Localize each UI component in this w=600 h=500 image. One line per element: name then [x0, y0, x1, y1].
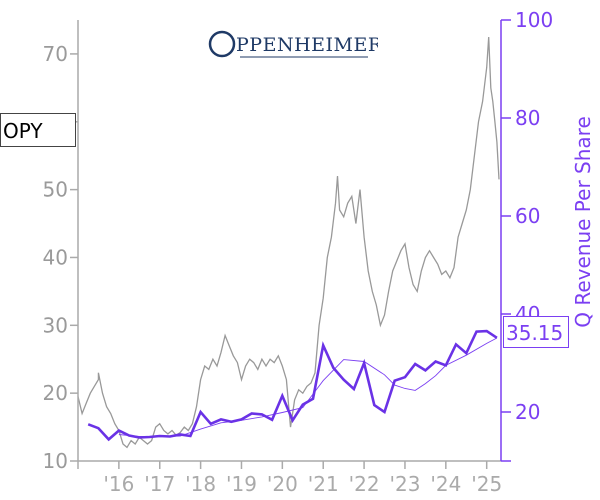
left-tick-label: 50	[43, 178, 68, 202]
right-tick-label: 60	[515, 204, 540, 228]
revenue-series-line	[87, 329, 498, 442]
oppenheimer-logo: PPENHEIMER	[208, 30, 383, 58]
x-tick-label: '24	[430, 472, 461, 496]
x-tick-label: '25	[471, 472, 502, 496]
chart-ticks: 1020304050607020406080100'16'17'18'19'20…	[43, 8, 554, 496]
left-tick-label: 30	[43, 313, 68, 337]
x-tick-label: '19	[226, 472, 257, 496]
x-tick-label: '21	[308, 472, 339, 496]
revenue-average-line	[118, 337, 498, 437]
left-tick-label: 40	[43, 245, 68, 269]
x-tick-label: '18	[185, 472, 216, 496]
left-tick-label: 20	[43, 381, 68, 405]
left-tick-label: 70	[43, 42, 68, 66]
logo-text: PPENHEIMER	[236, 34, 383, 56]
right-axis-label: Q Revenue Per Share	[571, 116, 595, 328]
x-tick-label: '22	[349, 472, 380, 496]
x-tick-label: '17	[144, 472, 175, 496]
price-series-line	[77, 36, 500, 449]
ticker-label: OPY	[0, 113, 76, 147]
chart-axes	[77, 20, 502, 462]
left-tick-label: 10	[43, 449, 68, 473]
right-tick-label: 100	[515, 8, 553, 32]
x-tick-label: '20	[267, 472, 298, 496]
logo-o-mark	[208, 30, 236, 58]
last-value-label: 35.15	[503, 316, 569, 348]
x-tick-label: '23	[389, 472, 420, 496]
right-tick-label: 80	[515, 106, 540, 130]
x-tick-label: '16	[103, 472, 134, 496]
chart-series	[77, 36, 500, 449]
right-tick-label: 20	[515, 400, 540, 424]
